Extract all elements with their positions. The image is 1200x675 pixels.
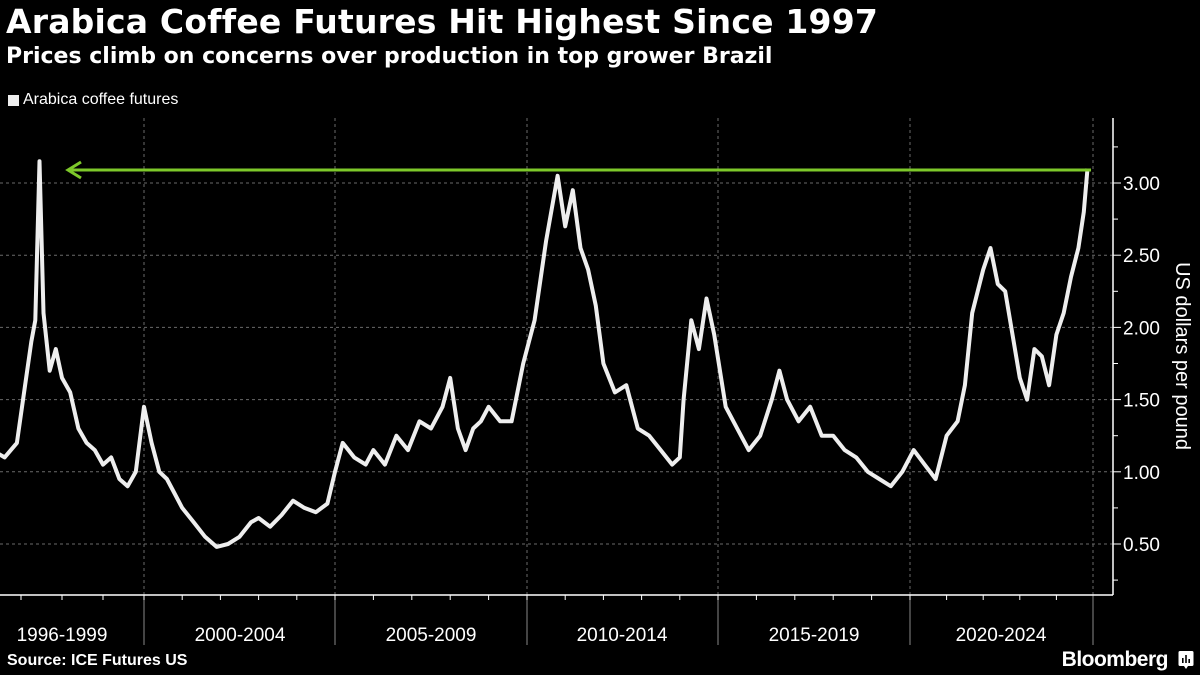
svg-text:1.50: 1.50 bbox=[1123, 391, 1160, 412]
svg-text:3.00: 3.00 bbox=[1123, 174, 1160, 195]
legend-swatch-icon bbox=[8, 94, 19, 106]
legend-label: Arabica coffee futures bbox=[23, 91, 179, 108]
highest-since-1997-arrow bbox=[65, 160, 1091, 180]
y-axis-title: US dollars per pound bbox=[1171, 262, 1193, 450]
y-axis-tick-labels: 0.50 1.00 1.50 2.00 2.50 3.00 bbox=[1123, 174, 1160, 556]
bloomberg-logo: Bloomberg bbox=[1061, 648, 1169, 671]
price-line bbox=[0, 159, 1090, 549]
svg-text:2015-2019: 2015-2019 bbox=[769, 625, 860, 646]
source-note: Source: ICE Futures US bbox=[7, 652, 188, 669]
svg-text:2.50: 2.50 bbox=[1123, 246, 1160, 267]
svg-text:1996-1999: 1996-1999 bbox=[17, 625, 108, 646]
svg-text:2010-2014: 2010-2014 bbox=[577, 625, 668, 646]
chart-title: Arabica Coffee Futures Hit Highest Since… bbox=[6, 2, 879, 41]
axes bbox=[0, 118, 1121, 600]
svg-text:0.50: 0.50 bbox=[1123, 535, 1160, 556]
gridlines bbox=[0, 118, 1113, 645]
x-axis-tick-labels: 1996-1999 2000-2004 2005-2009 2010-2014 2015… bbox=[17, 625, 1047, 646]
svg-text:2000-2004: 2000-2004 bbox=[195, 625, 286, 646]
bloomberg-chart-icon bbox=[1178, 651, 1194, 669]
chart-subtitle: Prices climb on concerns over production… bbox=[6, 44, 773, 69]
svg-text:2020-2024: 2020-2024 bbox=[956, 625, 1047, 646]
svg-text:2.00: 2.00 bbox=[1123, 318, 1160, 339]
legend: Arabica coffee futures bbox=[8, 91, 178, 109]
svg-text:2005-2009: 2005-2009 bbox=[386, 625, 477, 646]
svg-text:1.00: 1.00 bbox=[1123, 463, 1160, 484]
